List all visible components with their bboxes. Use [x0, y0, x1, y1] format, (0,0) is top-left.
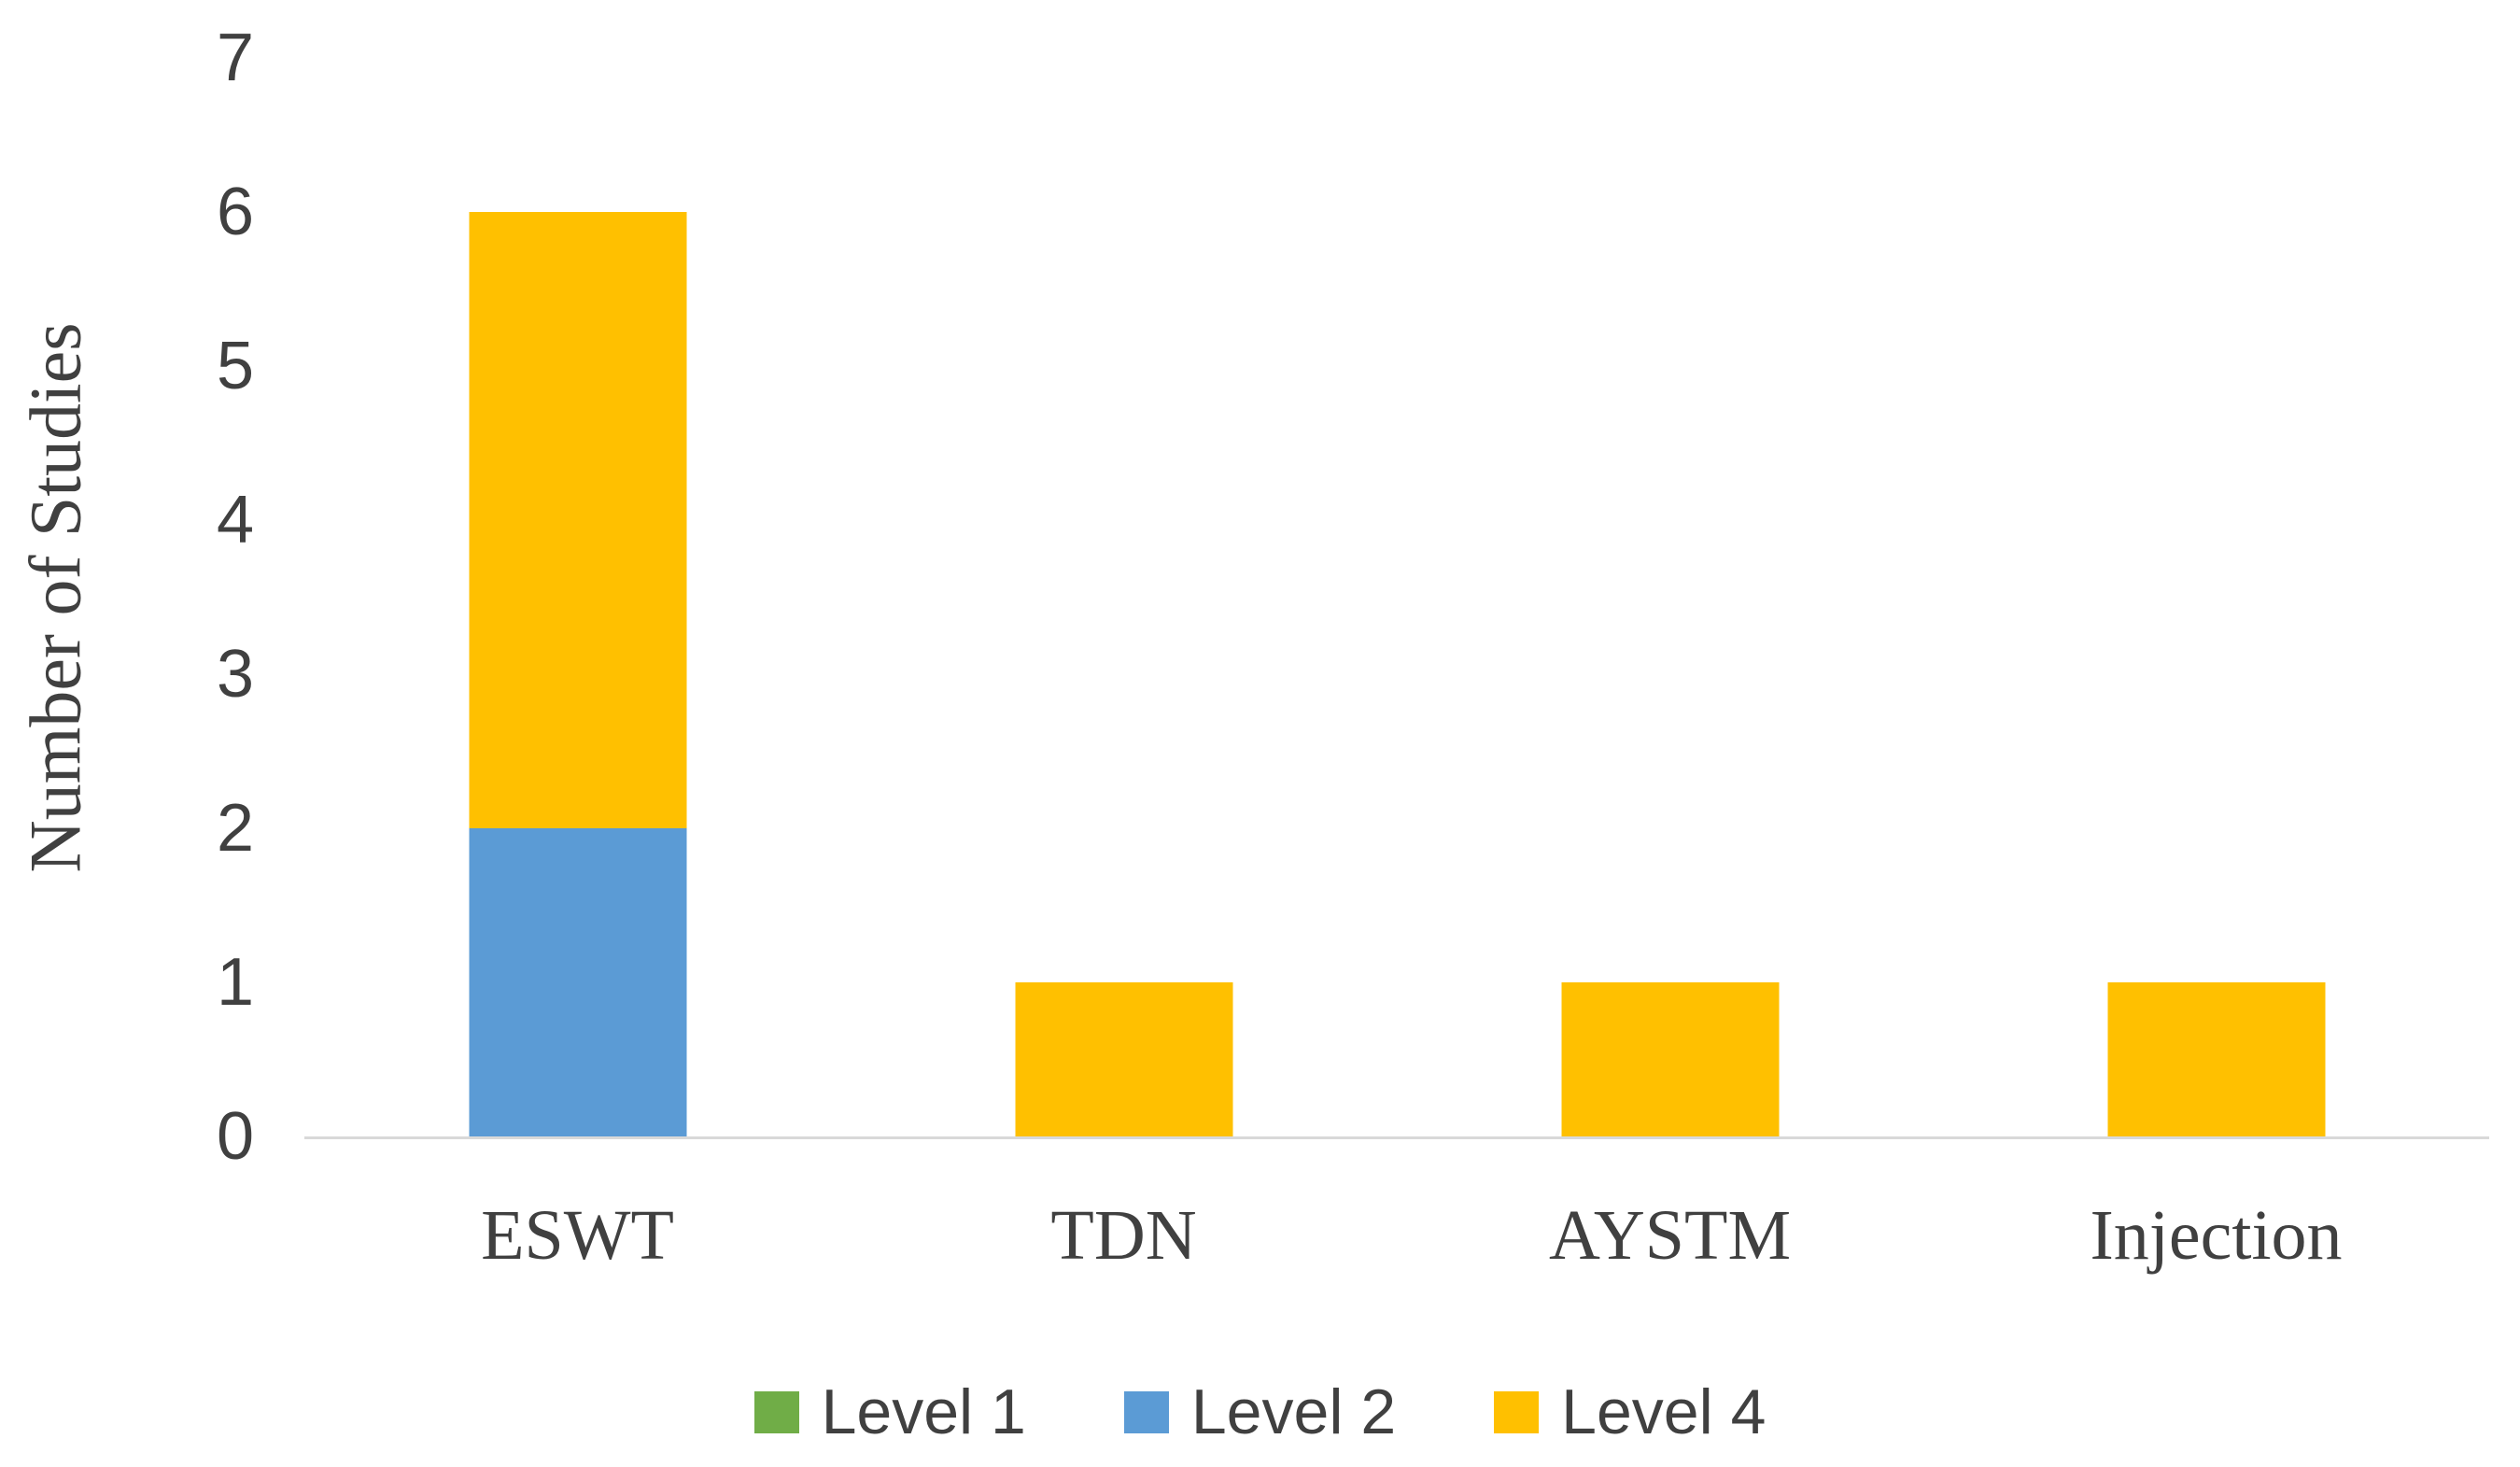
- bar-eswt: [469, 212, 686, 1136]
- bar-tdn: [1015, 982, 1232, 1136]
- legend-label: Level 4: [1561, 1376, 1767, 1447]
- bar-segment-eswt-level-2: [469, 828, 686, 1136]
- bar-segment-injection-level-4: [2107, 982, 2325, 1136]
- plot-area: [304, 58, 2489, 1139]
- y-tick-label-3: 3: [216, 637, 254, 712]
- x-axis-label-aystm: AYSTM: [1548, 1196, 1792, 1275]
- legend-label: Level 1: [821, 1376, 1026, 1447]
- legend-item-level-2: Level 2: [1123, 1376, 1397, 1447]
- legend: Level 1 Level 2 Level 4: [0, 1380, 2520, 1444]
- y-tick-label-7: 7: [216, 21, 254, 95]
- legend-swatch-level-4: [1494, 1390, 1540, 1433]
- bars-layer: [304, 58, 2489, 1136]
- category-slot-aystm: [1397, 58, 1943, 1136]
- y-tick-label-0: 0: [216, 1099, 254, 1174]
- legend-swatch-level-2: [1123, 1390, 1169, 1433]
- bar-segment-tdn-level-4: [1015, 982, 1232, 1136]
- legend-label: Level 2: [1190, 1376, 1397, 1447]
- x-axis-labels: ESWT TDN AYSTM Injection: [304, 1200, 2489, 1271]
- bar-injection: [2107, 982, 2325, 1136]
- y-tick-label-5: 5: [216, 329, 254, 403]
- bar-segment-eswt-level-4: [469, 212, 686, 828]
- y-tick-label-6: 6: [216, 175, 254, 249]
- x-axis-label-eswt: ESWT: [481, 1196, 674, 1275]
- category-slot-injection: [1943, 58, 2489, 1136]
- category-slot-eswt: [304, 58, 851, 1136]
- bar-segment-aystm-level-4: [1561, 982, 1779, 1136]
- x-axis-label-tdn: TDN: [1050, 1196, 1197, 1275]
- x-axis-label-injection: Injection: [2090, 1196, 2343, 1275]
- y-tick-label-4: 4: [216, 483, 254, 557]
- y-tick-label-2: 2: [216, 791, 254, 866]
- category-slot-tdn: [851, 58, 1397, 1136]
- legend-item-level-1: Level 1: [753, 1376, 1026, 1447]
- legend-swatch-level-1: [753, 1390, 799, 1433]
- legend-item-level-4: Level 4: [1494, 1380, 1766, 1444]
- y-tick-label-1: 1: [216, 945, 254, 1020]
- bar-aystm: [1561, 982, 1779, 1136]
